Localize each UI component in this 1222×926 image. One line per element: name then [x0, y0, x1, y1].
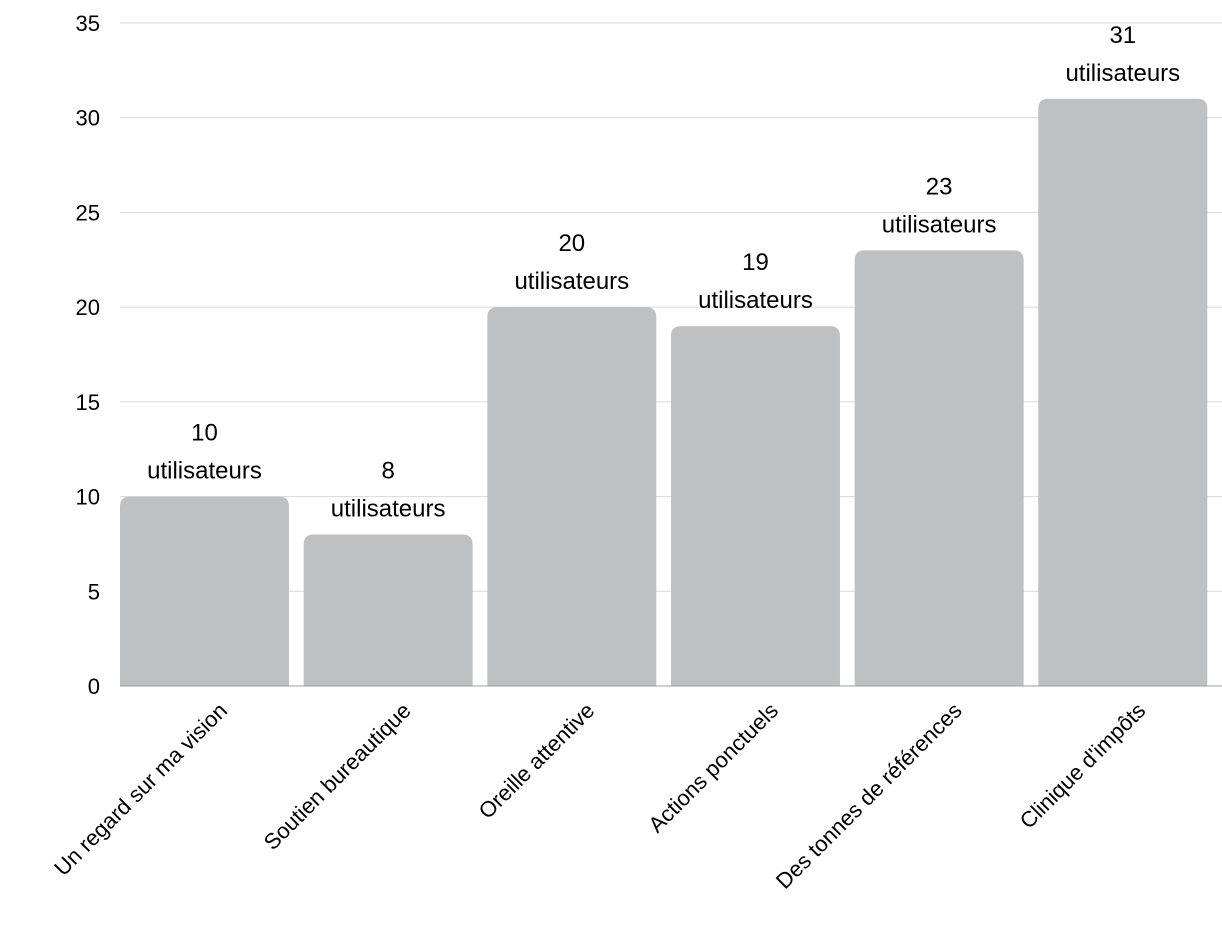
x-category-label: Oreille attentive — [474, 698, 600, 824]
bar — [854, 250, 1024, 687]
bar-data-label: 8 — [381, 457, 394, 484]
x-category-label: Clinique d'impôts — [1015, 698, 1151, 834]
x-category-label: Des tonnes de références — [771, 698, 967, 894]
bar-data-label: 10 — [191, 420, 218, 447]
x-category-label: Un regard sur ma vision — [49, 698, 232, 881]
bar-data-label: utilisateurs — [331, 495, 446, 522]
y-tick-label: 5 — [88, 579, 100, 604]
bar-data-label: utilisateurs — [147, 458, 262, 485]
bar — [1038, 98, 1208, 687]
bar — [303, 534, 473, 686]
bar — [487, 307, 657, 686]
y-tick-label: 25 — [76, 200, 100, 225]
x-category-label: Actions ponctuels — [643, 698, 783, 838]
bar-data-label: utilisateurs — [1065, 60, 1180, 87]
x-axis-category-labels: Un regard sur ma vision Soutien bureautiq… — [49, 698, 1150, 894]
bar-data-label: utilisateurs — [698, 287, 813, 314]
bar-data-label: 20 — [558, 230, 585, 257]
y-tick-label: 15 — [76, 390, 100, 415]
bar-data-label: utilisateurs — [514, 268, 629, 295]
bar — [671, 326, 840, 686]
y-axis-tick-labels: 0 5 10 15 20 25 30 35 — [76, 11, 100, 699]
bar-data-label: 19 — [742, 249, 769, 276]
x-category-label: Soutien bureautique — [259, 698, 416, 855]
y-tick-label: 35 — [76, 11, 100, 36]
bar-data-label: 31 — [1109, 22, 1136, 49]
bar-data-label: 23 — [926, 173, 953, 200]
data-labels: 10 utilisateurs 8 utilisateurs 20 utilisateur… — [147, 22, 1180, 523]
bars — [120, 98, 1208, 687]
y-tick-label: 20 — [76, 295, 100, 320]
bar — [120, 496, 289, 686]
bar-data-label: utilisateurs — [882, 211, 997, 238]
y-tick-label: 0 — [88, 674, 100, 699]
y-tick-label: 10 — [76, 485, 100, 510]
y-tick-label: 30 — [76, 106, 100, 131]
